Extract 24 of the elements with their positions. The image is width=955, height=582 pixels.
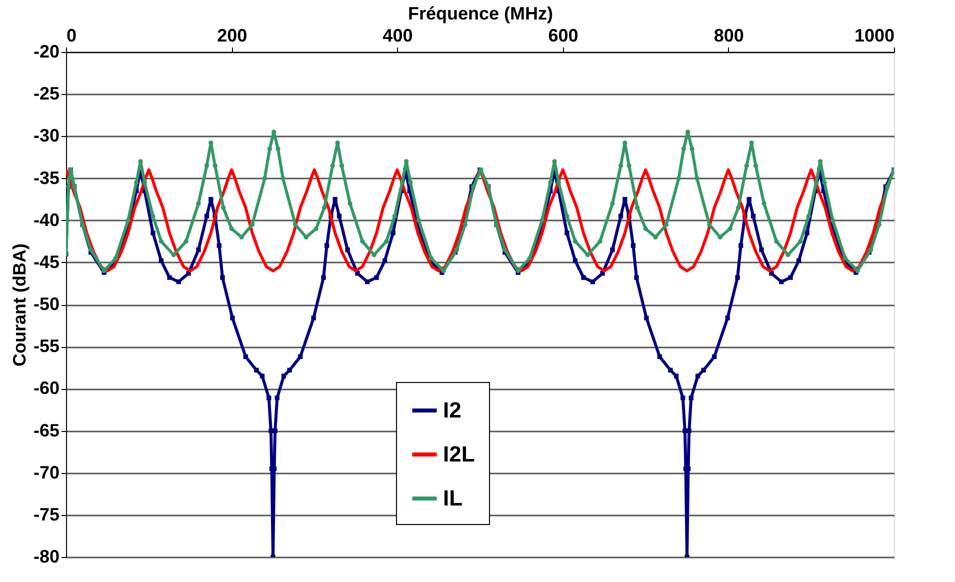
x-tick-label: 800 — [714, 26, 744, 46]
y-axis-title: Courant (dBA) — [9, 244, 30, 366]
y-tick-label: -65 — [33, 420, 60, 440]
y-tick-label: -55 — [33, 336, 60, 356]
legend-label: I2L — [443, 442, 475, 466]
y-tick-label: -60 — [33, 378, 60, 398]
x-axis-title: Fréquence (MHz) — [408, 4, 554, 24]
y-tick-label: -50 — [33, 294, 60, 314]
y-tick-label: -70 — [33, 462, 60, 482]
y-tick-label: -45 — [33, 252, 60, 272]
x-tick-label: 200 — [217, 26, 248, 46]
x-tick-label: 1000 — [854, 26, 894, 46]
y-tick-label: -20 — [33, 42, 60, 62]
x-tick-label: 600 — [548, 26, 578, 46]
y-tick-label: -25 — [33, 84, 60, 104]
y-tick-label: -30 — [33, 126, 60, 146]
y-tick-label: -80 — [33, 546, 60, 566]
y-tick-label: -75 — [33, 504, 60, 524]
x-tick-label: 400 — [382, 26, 413, 46]
legend-label: IL — [443, 486, 463, 510]
y-tick-label: -40 — [33, 210, 60, 230]
legend-label: I2 — [443, 398, 462, 422]
x-tick-label: 0 — [66, 26, 77, 46]
y-tick-label: -35 — [33, 168, 60, 188]
